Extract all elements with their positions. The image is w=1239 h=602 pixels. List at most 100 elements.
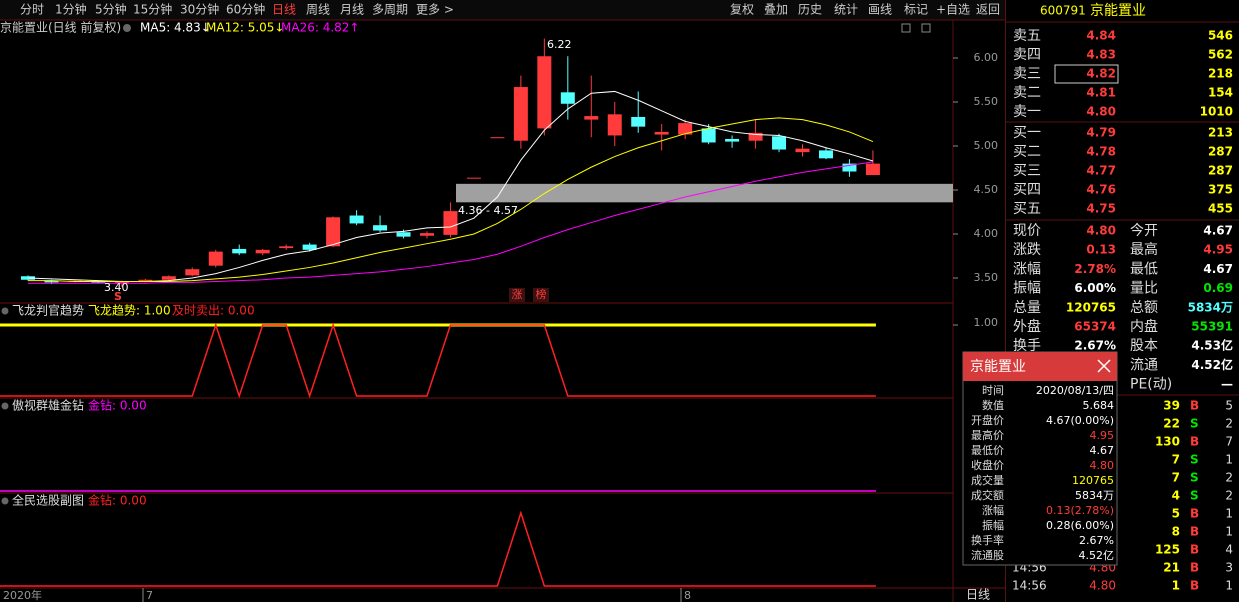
panel-title: 傲视群雄金钻 [12, 398, 84, 413]
book-label: 卖三 [1013, 66, 1041, 82]
book-price: 4.84 [1086, 29, 1116, 43]
toolbar-tab[interactable]: 分时 [20, 3, 44, 17]
candle-body [748, 132, 763, 141]
x-tick-label: 7 [146, 589, 153, 602]
book-label: 买二 [1013, 144, 1041, 160]
toolbar-button[interactable]: 画线 [868, 3, 892, 17]
toolbar-tab[interactable]: 多周期 [372, 3, 408, 17]
candle-body [725, 138, 740, 142]
popup-value: 4.80 [1090, 459, 1115, 472]
toolbar-button[interactable]: 复权 [730, 3, 754, 17]
book-label: 买三 [1013, 163, 1041, 179]
panel-icon[interactable] [1, 402, 9, 410]
book-label: 买一 [1013, 125, 1041, 141]
popup-value: 0.13(2.78%) [1046, 504, 1114, 517]
toolbar [0, 0, 1005, 20]
candle-body [537, 56, 552, 129]
trade-side: B [1190, 399, 1199, 413]
close-button[interactable] [1097, 359, 1111, 373]
popup-label: 成交量 [971, 473, 1004, 487]
stat-value: 55391 [1191, 320, 1233, 334]
stat-label: 振幅 [1013, 281, 1041, 297]
book-label: 买五 [1013, 201, 1041, 217]
trade-volume: 21 [1163, 561, 1180, 575]
book-volume: 154 [1208, 86, 1233, 100]
panel-icon[interactable] [1, 307, 9, 315]
settings-icon[interactable] [123, 24, 131, 32]
stat-label: 换手 [1013, 337, 1041, 354]
popup-label: 最低价 [971, 444, 1004, 457]
toolbar-tab[interactable]: 日线 [272, 3, 296, 17]
toolbar-tab[interactable]: 周线 [306, 3, 330, 17]
window-icon[interactable] [901, 23, 911, 33]
chart-layer: 分时 1分钟 5分钟 15分钟 30分钟 60分钟 日线 周线 月线 多周期 更多 > 复权 叠加 历史统… [0, 2, 1000, 602]
popup-label: 开盘价 [971, 413, 1004, 427]
popup-label: 最高价 [971, 428, 1004, 442]
y-tick-label: 6.00 [974, 51, 999, 64]
popup-box [962, 351, 1118, 566]
stat-label: 涨幅 [1013, 261, 1041, 277]
popup-value: 0.28(6.00%) [1046, 519, 1114, 532]
toolbar-button[interactable]: 标记 [904, 3, 928, 17]
book-price: 4.79 [1086, 126, 1116, 140]
book-volume: 562 [1208, 48, 1233, 62]
trade-volume: 130 [1155, 435, 1180, 449]
candle-body [560, 92, 575, 104]
stat-value: 4.95 [1203, 243, 1233, 257]
book-price: 4.80 [1086, 105, 1116, 119]
toolbar-button[interactable]: 返回 [976, 3, 1000, 17]
stat-value: 120765 [1066, 300, 1116, 314]
popup-value: 4.95 [1090, 429, 1115, 442]
stat-value: 5834万 [1188, 300, 1233, 314]
y-tick-label: 4.00 [974, 227, 999, 240]
book-volume: 218 [1208, 67, 1233, 81]
candle-body [654, 131, 669, 135]
trade-volume: 8 [1172, 525, 1180, 539]
popup-value: 4.52亿 [1079, 549, 1115, 562]
trade-count: 7 [1225, 435, 1233, 449]
trade-volume: 5 [1172, 507, 1180, 521]
toolbar-tab[interactable]: 5分钟 [95, 2, 127, 17]
book-volume: 546 [1208, 29, 1233, 43]
stat-label: 股本 [1130, 338, 1158, 354]
toolbar-tab[interactable]: 60分钟 [226, 2, 265, 17]
toolbar-tab[interactable]: 1分钟 [55, 2, 87, 17]
badge: 榜 [536, 287, 547, 301]
book-label: 卖四 [1013, 47, 1041, 63]
book-price: 4.83 [1086, 48, 1116, 62]
popup-value: 2020/08/13/四 [1036, 384, 1114, 397]
popup-value: 5834万 [1075, 489, 1114, 502]
trade-volume: 125 [1155, 543, 1180, 557]
popup-label: 成交额 [971, 488, 1004, 502]
toolbar-tab[interactable]: 月线 [340, 3, 364, 17]
y-tick-label: 4.50 [974, 183, 999, 196]
legend-entry: 金钻: 0.00 [88, 493, 147, 508]
candle-body [607, 114, 622, 136]
badge-bg [509, 288, 525, 302]
stat-label: 最高 [1130, 241, 1158, 258]
max-label: 6.22 [547, 38, 572, 51]
book-volume: 287 [1208, 164, 1233, 178]
chart-title: 京能置业(日线 前复权) [0, 20, 121, 35]
trade-count: 2 [1225, 489, 1233, 503]
panel-icon[interactable] [1, 497, 9, 505]
book-price: 4.81 [1086, 86, 1116, 100]
toolbar-button[interactable]: +自选 [936, 3, 970, 17]
trade-price: 4.80 [1089, 579, 1116, 593]
trade-count: 1 [1225, 507, 1233, 521]
toolbar-button[interactable]: 历史 [798, 3, 822, 17]
toolbar-tab[interactable]: 15分钟 [133, 2, 172, 17]
toolbar-tab[interactable]: 30分钟 [180, 2, 219, 17]
window-icon[interactable] [921, 23, 931, 33]
toolbar-button[interactable]: 叠加 [764, 3, 788, 17]
toolbar-tab[interactable]: 更多 > [416, 3, 454, 17]
toolbar-button[interactable]: 统计 [834, 3, 858, 17]
stat-label: PE(动) [1130, 377, 1172, 393]
trade-count: 3 [1225, 561, 1233, 575]
stat-label: 涨跌 [1013, 242, 1041, 258]
zone-label: 4.36 - 4.57 [458, 204, 518, 217]
y-tick-label: 5.00 [974, 139, 999, 152]
trade-side: B [1190, 579, 1199, 593]
